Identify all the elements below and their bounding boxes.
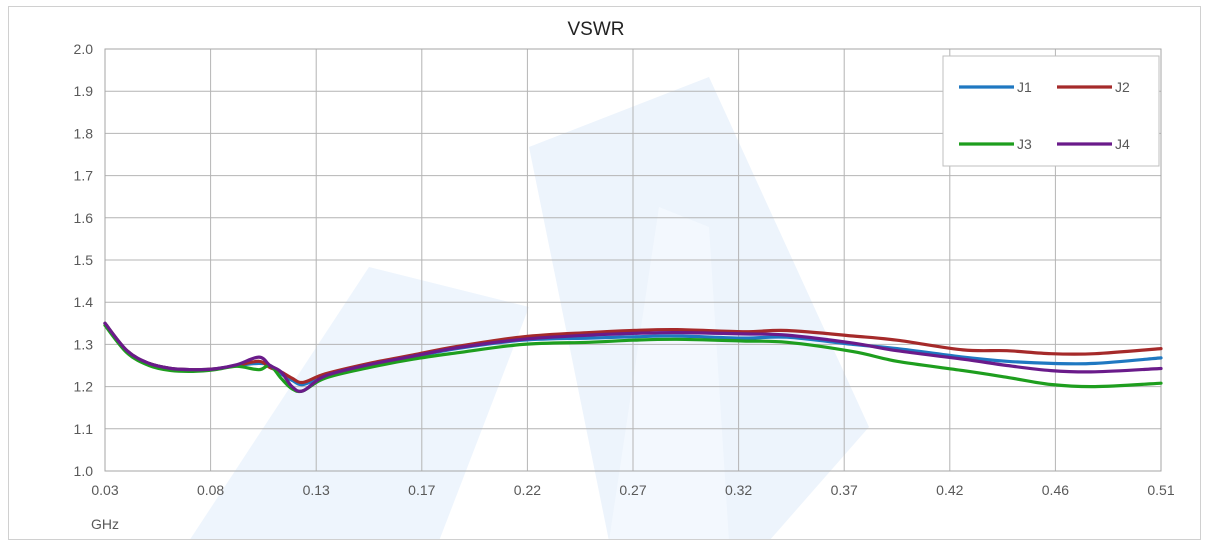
x-tick-label: 0.27 bbox=[619, 482, 646, 498]
plot-area-border bbox=[104, 48, 1162, 472]
chart-frame: 1.0 1.1 1.2 1.3 1.4 1.5 1.6 1.7 1.8 1.9 2.0 0.03 0.… bbox=[8, 6, 1201, 540]
y-tick-label: 2.0 bbox=[74, 41, 94, 57]
y-tick-label: 1.5 bbox=[74, 252, 94, 268]
legend-label-j3: J3 bbox=[1017, 136, 1032, 152]
legend: J1 J2 J3 J4 bbox=[942, 55, 1160, 167]
y-tick-label: 1.3 bbox=[74, 336, 94, 352]
x-tick-label: 0.42 bbox=[936, 482, 963, 498]
y-tick-label: 1.7 bbox=[74, 168, 94, 184]
series-line-j4 bbox=[103, 321, 1163, 393]
y-tick-label: 1.4 bbox=[74, 294, 94, 310]
x-tick-label: 0.13 bbox=[303, 482, 330, 498]
x-tick-label: 0.37 bbox=[831, 482, 858, 498]
x-tick-label: 0.51 bbox=[1147, 482, 1174, 498]
legend-label-j2: J2 bbox=[1115, 79, 1130, 95]
legend-label-j4: J4 bbox=[1115, 136, 1130, 152]
x-axis-label: GHz bbox=[91, 516, 119, 532]
x-tick-label: 0.08 bbox=[197, 482, 224, 498]
y-tick-label: 1.9 bbox=[74, 83, 94, 99]
x-tick-labels: 0.03 0.08 0.13 0.17 0.22 0.27 0.32 0.37 0.42 0.46… bbox=[91, 482, 1174, 498]
y-tick-label: 1.0 bbox=[74, 463, 94, 479]
x-tick-label: 0.22 bbox=[514, 482, 541, 498]
x-tick-label: 0.32 bbox=[725, 482, 752, 498]
y-tick-label: 1.8 bbox=[74, 125, 94, 141]
vswr-chart: 1.01.11.21.31.41.51.61.71.81.92.0 0.03 0.… bbox=[74, 19, 1175, 539]
y-tick-label: 1.6 bbox=[74, 210, 94, 226]
axes bbox=[104, 48, 1162, 472]
x-tick-label: 0.46 bbox=[1042, 482, 1069, 498]
y-tick-label: 1.1 bbox=[74, 421, 94, 437]
y-tick-labels: 1.0 1.1 1.2 1.3 1.4 1.5 1.6 1.7 1.8 1.9 2.0 bbox=[74, 41, 94, 479]
x-tick-label: 0.17 bbox=[408, 482, 435, 498]
legend-box bbox=[942, 55, 1160, 167]
series-lines bbox=[103, 321, 1163, 394]
chart-title: VSWR bbox=[568, 19, 625, 40]
x-tick-label: 0.03 bbox=[91, 482, 118, 498]
y-tick-label: 1.2 bbox=[74, 379, 94, 395]
legend-label-j1: J1 bbox=[1017, 79, 1032, 95]
